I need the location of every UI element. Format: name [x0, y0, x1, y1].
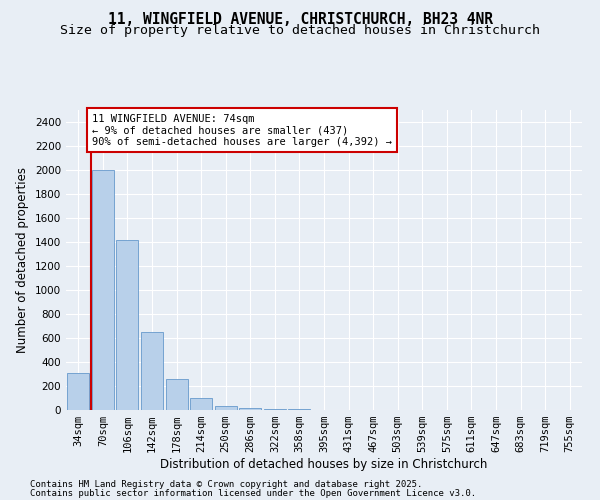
Text: 11, WINGFIELD AVENUE, CHRISTCHURCH, BH23 4NR: 11, WINGFIELD AVENUE, CHRISTCHURCH, BH23… — [107, 12, 493, 28]
Bar — [116, 240, 139, 410]
Text: Contains public sector information licensed under the Open Government Licence v3: Contains public sector information licen… — [30, 489, 476, 498]
Text: 11 WINGFIELD AVENUE: 74sqm
← 9% of detached houses are smaller (437)
90% of semi: 11 WINGFIELD AVENUE: 74sqm ← 9% of detac… — [92, 114, 392, 147]
Bar — [190, 398, 212, 410]
Text: Size of property relative to detached houses in Christchurch: Size of property relative to detached ho… — [60, 24, 540, 37]
Bar — [67, 373, 89, 410]
Bar — [92, 170, 114, 410]
Bar — [239, 408, 262, 410]
Bar — [264, 408, 286, 410]
Bar — [166, 379, 188, 410]
Bar — [141, 332, 163, 410]
Y-axis label: Number of detached properties: Number of detached properties — [16, 167, 29, 353]
Text: Contains HM Land Registry data © Crown copyright and database right 2025.: Contains HM Land Registry data © Crown c… — [30, 480, 422, 489]
Bar — [215, 406, 237, 410]
X-axis label: Distribution of detached houses by size in Christchurch: Distribution of detached houses by size … — [160, 458, 488, 471]
